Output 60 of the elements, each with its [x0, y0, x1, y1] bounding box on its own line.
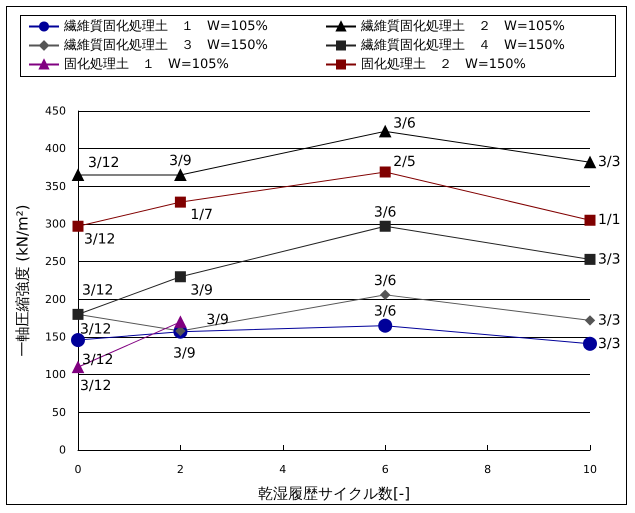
- y-tick-label: 350: [45, 180, 66, 193]
- annotation: 3/6: [374, 272, 397, 289]
- legend-label: 繊維質固化処理土 ２ W=105%: [360, 19, 565, 34]
- point: [584, 156, 596, 168]
- y-axis-title: 一軸圧縮強度 (kN/m²): [14, 204, 32, 357]
- point: [584, 214, 596, 226]
- y-tick-label: 100: [45, 368, 66, 382]
- y-tick-label: 150: [45, 330, 66, 344]
- point: [584, 254, 596, 265]
- point: [583, 336, 597, 351]
- x-tick-label: 10: [583, 463, 597, 476]
- y-tick-label: 200: [45, 292, 66, 306]
- point: [72, 220, 84, 232]
- x-tick-label: 0: [74, 463, 82, 476]
- point: [72, 169, 84, 182]
- y-tick-label: 450: [45, 104, 66, 118]
- annotation: 1/7: [190, 207, 213, 224]
- annotation: 1/1: [598, 212, 621, 228]
- annotation: 3/9: [169, 153, 192, 170]
- y-tick-label: 300: [45, 218, 66, 230]
- x-tick-label: 2: [176, 463, 184, 476]
- y-tick-label: 50: [52, 406, 66, 419]
- y-tick-label: 250: [45, 255, 66, 268]
- point: [174, 271, 186, 282]
- legend-label: 繊維質固化処理土 ３ W=150%: [63, 38, 268, 53]
- x-tick-label: 4: [279, 463, 286, 476]
- point: [174, 169, 186, 182]
- x-tick-label: 8: [484, 463, 492, 476]
- annotation: 3/6: [374, 304, 397, 320]
- annotation: 3/9: [206, 312, 229, 328]
- legend-label: 固化処理土 １ W=105%: [64, 57, 229, 72]
- point: [585, 315, 595, 326]
- annotation: 3/12: [80, 378, 112, 394]
- legend-label: 繊維質固化処理土 １ W=105%: [63, 19, 268, 34]
- annotation: 3/12: [84, 231, 116, 248]
- annotation: 3/12: [88, 155, 120, 172]
- annotation: 3/9: [173, 346, 196, 362]
- y-tick-label: 400: [45, 142, 66, 156]
- annotation: 3/9: [190, 282, 213, 299]
- annotation: 3/3: [598, 251, 621, 268]
- point: [174, 196, 186, 208]
- point: [71, 333, 85, 348]
- annotation: 3/12: [82, 282, 114, 298]
- annotation: 3/6: [374, 204, 397, 220]
- legend-label: 固化処理土 ２ W=150%: [361, 57, 526, 72]
- point: [380, 290, 390, 300]
- annotation: 3/6: [393, 115, 416, 132]
- annotation: 3/3: [598, 154, 621, 170]
- x-axis-title: 乾湿履歴サイクル数[-]: [258, 484, 410, 502]
- point: [380, 220, 391, 232]
- x-tick-label: 6: [382, 463, 389, 476]
- annotation: 3/3: [598, 336, 621, 352]
- point: [378, 318, 392, 333]
- legend-label: 繊維質固化処理土 ４ W=150%: [360, 38, 565, 53]
- annotation: 3/3: [598, 312, 621, 328]
- annotation: 3/12: [80, 321, 112, 338]
- annotation: 2/5: [393, 154, 416, 170]
- y-tick-label: 0: [59, 444, 66, 456]
- point: [379, 125, 392, 138]
- point: [380, 166, 391, 178]
